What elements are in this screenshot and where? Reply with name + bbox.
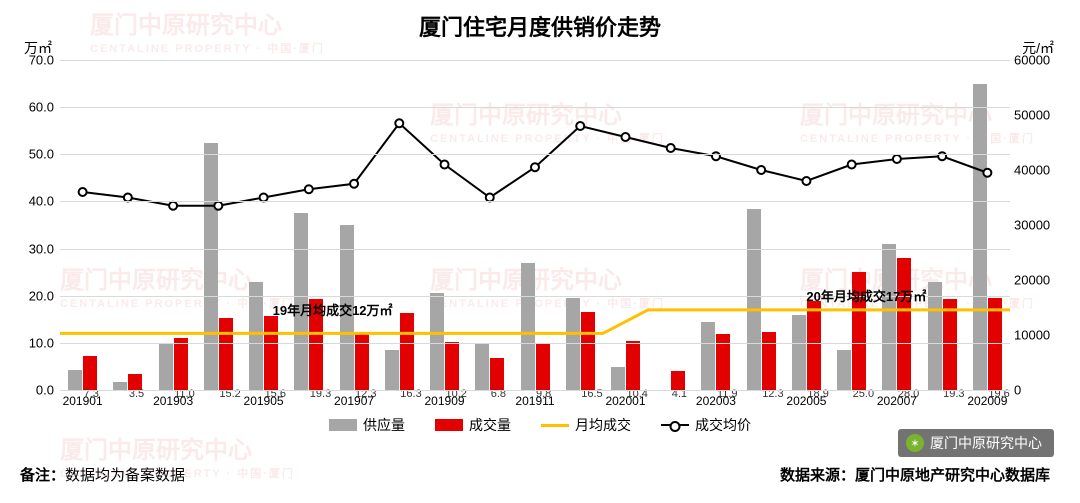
wechat-tag: ✶ 厦门中原研究中心 (898, 429, 1054, 457)
gridline (60, 249, 1010, 250)
price-marker (486, 194, 494, 202)
wechat-icon: ✶ (906, 434, 924, 452)
gridline (60, 107, 1010, 108)
legend-price: 成交均价 (661, 415, 751, 435)
footer-note-right: 数据来源：厦门中原地产研究中心数据库 (780, 464, 1050, 485)
price-marker (848, 161, 856, 169)
xtick-label: 201911 (515, 394, 554, 408)
price-marker (893, 155, 901, 163)
xtick-label: 201909 (424, 394, 464, 408)
price-marker (531, 163, 539, 171)
xtick-label: 201901 (63, 394, 103, 408)
gridline (60, 154, 1010, 155)
lines-layer (60, 60, 1010, 390)
plot-area: 7.33.511.015.215.619.312.316.310.26.89.8… (60, 60, 1010, 390)
gridline (60, 343, 1010, 344)
ytick-left: 40.0 (20, 194, 54, 209)
wechat-label: 厦门中原研究中心 (930, 433, 1042, 453)
ytick-left: 0.0 (20, 383, 54, 398)
swatch-avg (541, 424, 569, 427)
ytick-left: 30.0 (20, 241, 54, 256)
ytick-left: 10.0 (20, 335, 54, 350)
price-marker (260, 194, 268, 202)
price-marker (124, 194, 132, 202)
xtick-label: 201903 (153, 394, 193, 408)
price-marker (169, 202, 177, 210)
chart-container: 厦门住宅月度供销价走势 万㎡ 元/㎡ 7.33.511.015.215.619.… (0, 0, 1080, 503)
ytick-right: 40000 (1014, 163, 1058, 178)
ytick-right: 10000 (1014, 328, 1058, 343)
ytick-right: 60000 (1014, 53, 1058, 68)
chart-title: 厦门住宅月度供销价走势 (0, 0, 1080, 42)
xtick-label: 202003 (696, 394, 736, 408)
xtick-label: 202007 (877, 394, 917, 408)
price-marker (802, 177, 810, 185)
xtick-label: 201905 (244, 394, 284, 408)
xtick-label: 201907 (334, 394, 374, 408)
legend-deal: 成交量 (435, 415, 511, 435)
ytick-right: 30000 (1014, 218, 1058, 233)
ytick-left: 50.0 (20, 147, 54, 162)
avg-line (60, 310, 1010, 334)
legend-avg: 月均成交 (541, 415, 631, 435)
gridline (60, 201, 1010, 202)
legend-supply: 供应量 (329, 415, 405, 435)
ytick-right: 0 (1014, 383, 1058, 398)
ytick-left: 20.0 (20, 288, 54, 303)
ytick-right: 20000 (1014, 273, 1058, 288)
swatch-supply (329, 419, 357, 431)
price-marker (395, 119, 403, 127)
gridline (60, 390, 1010, 391)
price-marker (576, 122, 584, 130)
swatch-deal (435, 419, 463, 431)
price-marker (621, 133, 629, 141)
annotation: 20年月均成交17万㎡ (806, 286, 926, 305)
price-marker (350, 180, 358, 188)
ytick-left: 70.0 (20, 53, 54, 68)
xtick-label: 202005 (786, 394, 826, 408)
ytick-right: 50000 (1014, 108, 1058, 123)
footer-note-left: 备注：数据均为备案数据 (20, 464, 185, 485)
price-marker (79, 188, 87, 196)
swatch-price (661, 424, 689, 426)
price-marker (214, 202, 222, 210)
price-marker (667, 144, 675, 152)
annotation: 19年月均成交12万㎡ (273, 300, 393, 319)
ytick-left: 60.0 (20, 100, 54, 115)
gridline (60, 60, 1010, 61)
xtick-label: 202001 (605, 394, 645, 408)
xtick-label: 202009 (967, 394, 1007, 408)
price-marker (983, 169, 991, 177)
price-marker (305, 185, 313, 193)
price-marker (441, 161, 449, 169)
price-marker (757, 166, 765, 174)
